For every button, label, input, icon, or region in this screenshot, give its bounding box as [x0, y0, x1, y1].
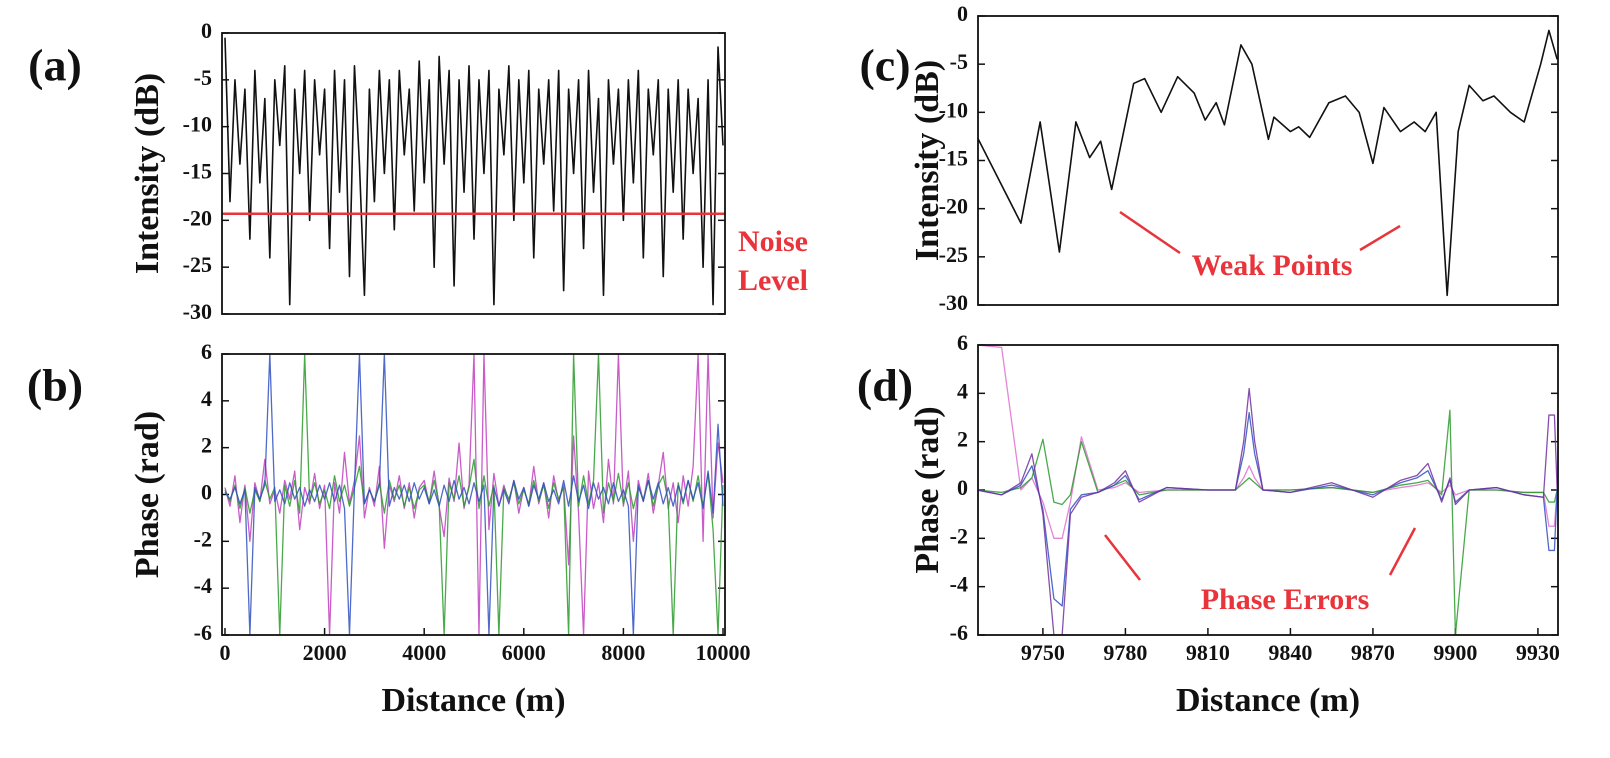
x-tick-label: 9750 — [1021, 640, 1065, 665]
annotation-leader — [1119, 210, 1181, 255]
y-tick-label: -10 — [183, 112, 212, 137]
y-axis-title: Intensity (dB) — [129, 73, 166, 274]
x-tick-label: 9930 — [1516, 640, 1560, 665]
x-axis-title: Distance (m) — [1176, 682, 1360, 719]
annotation: Level — [738, 264, 808, 297]
data-line — [224, 354, 724, 635]
y-axis-title: Phase (rad) — [909, 406, 946, 573]
plot-area — [224, 37, 724, 306]
y-tick-label: 0 — [957, 1, 968, 26]
data-line — [224, 354, 724, 635]
annotation-leader — [1359, 224, 1401, 252]
annotation-leader — [1388, 527, 1417, 576]
y-tick-label: -2 — [194, 526, 212, 551]
y-tick-label: -30 — [939, 290, 968, 315]
plot-area — [224, 354, 724, 635]
y-tick-label: -25 — [183, 252, 212, 277]
y-tick-label: 4 — [201, 386, 212, 411]
x-tick-label: 10000 — [696, 640, 751, 665]
y-tick-label: 4 — [957, 378, 968, 403]
x-axis-title: Distance (m) — [381, 682, 565, 719]
y-tick-label: 2 — [957, 427, 968, 452]
y-tick-label: -20 — [183, 205, 212, 230]
y-tick-label: -2 — [950, 523, 968, 548]
y-tick-label: -5 — [194, 65, 212, 90]
y-tick-label: 0 — [957, 475, 968, 500]
y-tick-label: -20 — [939, 194, 968, 219]
annotation: Phase Errors — [1201, 583, 1370, 616]
x-tick-label: 8000 — [601, 640, 645, 665]
y-tick-label: 0 — [201, 18, 212, 43]
annotation: Noise — [738, 225, 808, 258]
y-tick-label: -6 — [950, 620, 968, 645]
y-tick-label: 6 — [201, 339, 212, 364]
y-tick-label: -25 — [939, 242, 968, 267]
annotation-leader — [1104, 534, 1141, 581]
data-line — [978, 345, 1558, 539]
y-axis-title: Intensity (dB) — [909, 60, 946, 261]
data-line — [224, 354, 724, 635]
panel-label: (d) — [857, 360, 913, 411]
y-tick-label: -4 — [194, 573, 212, 598]
data-line — [978, 29, 1558, 297]
x-tick-label: 9780 — [1103, 640, 1147, 665]
x-tick-label: 9810 — [1186, 640, 1230, 665]
y-tick-label: 6 — [957, 330, 968, 355]
annotation: Weak Points — [1192, 249, 1353, 282]
plot-area — [978, 345, 1558, 635]
x-tick-label: 2000 — [303, 640, 347, 665]
data-line — [224, 37, 724, 306]
y-axis-title: Phase (rad) — [129, 411, 166, 578]
y-tick-label: -4 — [950, 572, 968, 597]
data-line — [978, 387, 1558, 635]
y-tick-label: -5 — [950, 49, 968, 74]
plot-frame — [221, 32, 726, 315]
panel-label: (b) — [27, 360, 83, 411]
y-tick-label: 2 — [201, 433, 212, 458]
y-tick-label: 0 — [201, 480, 212, 505]
x-tick-label: 9900 — [1433, 640, 1477, 665]
y-tick-label: -15 — [183, 159, 212, 184]
x-tick-label: 4000 — [402, 640, 446, 665]
y-tick-label: -30 — [183, 299, 212, 324]
panel-label: (a) — [28, 40, 82, 91]
y-tick-label: -10 — [939, 97, 968, 122]
plot-frame — [977, 15, 1559, 306]
panel-label: (c) — [859, 40, 910, 91]
x-tick-label: 6000 — [502, 640, 546, 665]
plot-frame — [221, 353, 726, 636]
plot-frame — [977, 344, 1559, 636]
data-line — [978, 412, 1558, 607]
x-tick-label: 0 — [219, 640, 230, 665]
plot-area — [978, 29, 1558, 297]
y-tick-label: -15 — [939, 146, 968, 171]
x-tick-label: 9840 — [1268, 640, 1312, 665]
y-tick-label: -6 — [194, 620, 212, 645]
x-tick-label: 9870 — [1351, 640, 1395, 665]
